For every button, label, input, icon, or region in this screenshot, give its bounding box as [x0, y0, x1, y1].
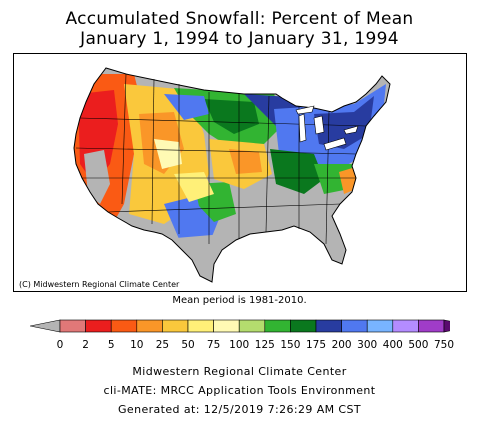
- legend-tick-label: 2: [82, 339, 89, 351]
- snowfall-map: (C) Midwestern Regional Climate Center: [13, 53, 467, 292]
- color-legend: [30, 319, 450, 333]
- legend-swatch: [341, 319, 368, 333]
- great-lakes: [295, 105, 359, 151]
- legend-tick-label: 5: [107, 339, 115, 351]
- footer-timestamp: Generated at: 12/5/2019 7:26:29 AM CST: [117, 403, 361, 416]
- legend-tick-label: 75: [206, 339, 221, 351]
- legend-swatch: [238, 319, 266, 333]
- legend-arrow-high: [443, 319, 450, 333]
- legend-swatch: [136, 319, 163, 333]
- legend-tick-label: 125: [254, 339, 275, 351]
- us-map-graphic: [73, 54, 466, 283]
- legend-tick-label: 50: [181, 339, 195, 351]
- legend-swatch: [187, 319, 214, 333]
- legend-swatch: [59, 319, 86, 333]
- legend-swatch: [85, 319, 112, 333]
- legend-swatch: [162, 319, 189, 333]
- legend-tick-label: 400: [382, 339, 403, 351]
- map-title: Accumulated Snowfall: Percent of Mean: [65, 9, 414, 29]
- legend-swatch: [315, 319, 342, 333]
- legend-swatch: [366, 319, 394, 333]
- legend-tick-label: 100: [229, 339, 250, 351]
- legend-tick-label: 750: [433, 339, 455, 351]
- map-credit: (C) Midwestern Regional Climate Center: [18, 280, 181, 290]
- legend-tick-label: 10: [130, 339, 144, 351]
- canada-region: [106, 54, 466, 116]
- map-subtitle: January 1, 1994 to January 31, 1994: [80, 29, 399, 49]
- legend-tick-label: 0: [56, 339, 64, 351]
- legend-swatch: [418, 319, 445, 333]
- legend-swatch: [392, 319, 419, 333]
- legend-arrow-low: [30, 319, 61, 333]
- legend-tick-label: 150: [280, 339, 301, 351]
- legend-tick-label: 500: [408, 339, 429, 351]
- legend-swatch: [264, 319, 291, 333]
- legend-swatch: [213, 319, 240, 333]
- footer-tool: cli-MATE: MRCC Application Tools Environ…: [103, 384, 376, 397]
- legend-tick-label: 25: [155, 339, 170, 351]
- legend-tick-label: 200: [331, 339, 352, 351]
- legend-tick-label: 300: [357, 339, 378, 351]
- legend-swatch: [110, 319, 138, 333]
- footer-org: Midwestern Regional Climate Center: [132, 365, 347, 378]
- mean-period-note: Mean period is 1981-2010.: [172, 295, 307, 306]
- legend-swatch: [290, 319, 317, 333]
- legend-tick-label: 175: [305, 339, 327, 351]
